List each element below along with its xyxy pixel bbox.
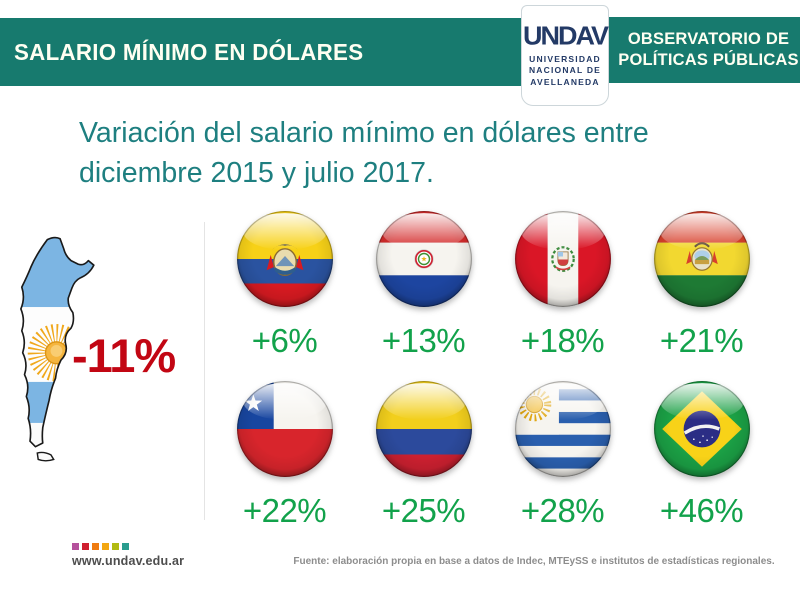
country-paraguay: +13% <box>354 208 493 360</box>
undav-color-dots <box>72 543 129 550</box>
undav-logo-line3: AVELLANEDA <box>530 76 600 87</box>
observatory-line1: OBSERVATORIO DE <box>627 29 790 48</box>
page-title: SALARIO MÍNIMO EN DÓLARES <box>14 38 364 65</box>
paraguay-percent: +13% <box>381 322 466 359</box>
country-brazil: +46% <box>632 378 771 530</box>
vertical-divider <box>204 222 205 520</box>
country-uruguay: +28% <box>493 378 632 530</box>
country-peru: +18% <box>493 208 632 360</box>
chile-flag-icon <box>236 380 333 478</box>
dot-amber <box>102 543 109 550</box>
dot-orange <box>92 543 99 550</box>
ecuador-percent: +6% <box>251 322 318 359</box>
observatory-banner: OBSERVATORIO DE POLÍTICAS PÚBLICAS <box>607 17 800 83</box>
argentina-percent: -11% <box>72 329 176 382</box>
uruguay-flag-icon <box>514 380 611 478</box>
dot-lime <box>112 543 119 550</box>
argentina-map-icon <box>20 236 95 462</box>
country-ecuador: +6% <box>215 208 354 360</box>
peru-flag-icon <box>514 210 611 308</box>
dot-purple <box>72 543 79 550</box>
subtitle-line2: diciembre 2015 y julio 2017. <box>79 156 434 189</box>
country-colombia: +25% <box>354 378 493 530</box>
undav-logo-line2: NACIONAL DE <box>528 65 602 76</box>
colombia-flag-icon <box>375 380 472 478</box>
dot-teal <box>122 543 129 550</box>
undav-wordmark: UNDAV <box>523 22 609 51</box>
uruguay-percent: +28% <box>520 492 605 529</box>
undav-logo: UNDAV UNIVERSIDAD NACIONAL DE AVELLANEDA <box>521 5 609 106</box>
website-url: www.undav.edu.ar <box>72 554 185 568</box>
brazil-flag-icon <box>653 380 750 478</box>
ecuador-flag-icon <box>236 210 333 308</box>
colombia-percent: +25% <box>381 492 466 529</box>
dot-red <box>82 543 89 550</box>
source-note: Fuente: elaboración propia en base a dat… <box>293 556 775 567</box>
subtitle-line1: Variación del salario mínimo en dólares … <box>79 117 649 149</box>
country-bolivia: +21% <box>632 208 771 360</box>
bolivia-flag-icon <box>653 210 750 308</box>
observatory-line2: POLÍTICAS PÚBLICAS <box>618 51 799 69</box>
bolivia-percent: +21% <box>659 322 744 359</box>
undav-logo-line1: UNIVERSIDAD <box>529 54 601 65</box>
country-chile: +22% <box>215 378 354 530</box>
chart-subtitle: Variación del salario mínimo en dólares … <box>79 114 759 194</box>
chile-percent: +22% <box>242 492 327 529</box>
brazil-percent: +46% <box>659 492 744 529</box>
countries-grid: +6% +13% <box>215 208 771 530</box>
peru-percent: +18% <box>520 322 605 359</box>
header-bar: SALARIO MÍNIMO EN DÓLARES <box>0 18 604 86</box>
argentina-map <box>8 236 114 464</box>
paraguay-flag-icon <box>375 210 472 308</box>
